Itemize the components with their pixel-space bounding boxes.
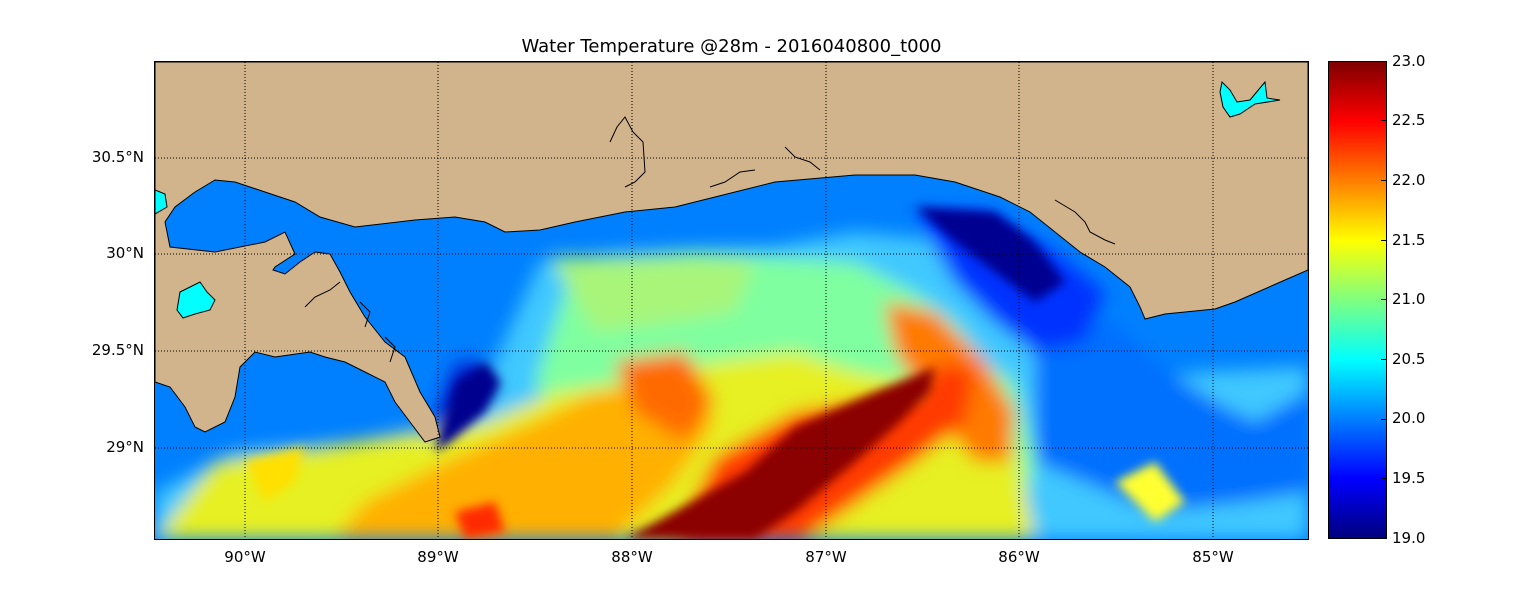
colorbar-label-22-0: 22.0 bbox=[1392, 171, 1426, 189]
gridlines bbox=[155, 62, 1308, 539]
colorbar-label-22-5: 22.5 bbox=[1392, 111, 1426, 129]
land bbox=[155, 62, 1308, 443]
lat-label-29N: 29°N bbox=[106, 438, 144, 456]
map-canvas bbox=[155, 62, 1308, 539]
colorbar-label-20-5: 20.5 bbox=[1392, 350, 1426, 368]
colorbar-tick bbox=[1381, 419, 1387, 420]
colorbar-label-19-0: 19.0 bbox=[1392, 529, 1426, 547]
lon-label-87W: 87°W bbox=[805, 548, 847, 566]
map-title: Water Temperature @28m - 2016040800_t000 bbox=[521, 36, 942, 57]
temperature-map[interactable] bbox=[154, 61, 1309, 540]
colorbar bbox=[1328, 61, 1387, 539]
colorbar-label-21-0: 21.0 bbox=[1392, 290, 1426, 308]
colorbar-tick bbox=[1381, 478, 1387, 479]
lat-label-30-5N: 30.5°N bbox=[91, 148, 144, 166]
colorbar-label-21-5: 21.5 bbox=[1392, 231, 1426, 249]
lon-label-86W: 86°W bbox=[998, 548, 1040, 566]
lon-label-88W: 88°W bbox=[611, 548, 653, 566]
lon-label-85W: 85°W bbox=[1192, 548, 1234, 566]
lon-label-89W: 89°W bbox=[417, 548, 459, 566]
colorbar-label-20-0: 20.0 bbox=[1392, 409, 1426, 427]
colorbar-tick bbox=[1381, 180, 1387, 181]
temperature-field bbox=[155, 207, 1308, 539]
lat-label-29-5N: 29.5°N bbox=[91, 341, 144, 359]
colorbar-tick bbox=[1381, 299, 1387, 300]
colorbar-label-23-0: 23.0 bbox=[1392, 52, 1426, 70]
lakes bbox=[155, 80, 1281, 319]
lat-label-30N: 30°N bbox=[106, 244, 144, 262]
colorbar-label-19-5: 19.5 bbox=[1392, 469, 1426, 487]
lon-label-90W: 90°W bbox=[224, 548, 266, 566]
colorbar-tick bbox=[1381, 359, 1387, 360]
colorbar-tick bbox=[1381, 240, 1387, 241]
colorbar-tick bbox=[1381, 120, 1387, 121]
